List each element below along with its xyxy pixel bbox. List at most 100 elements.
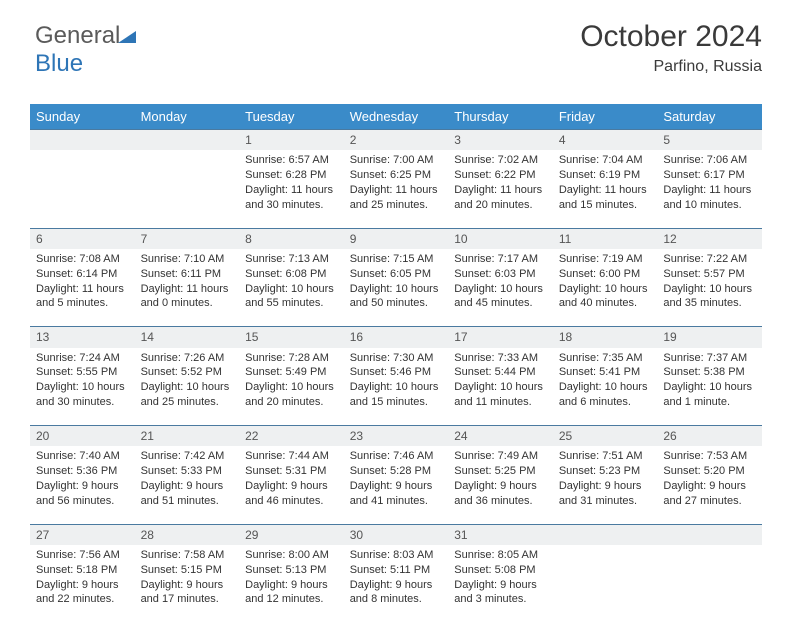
day-content-cell: Sunrise: 7:19 AMSunset: 6:00 PMDaylight:…	[553, 249, 658, 327]
day-content-cell: Sunrise: 7:40 AMSunset: 5:36 PMDaylight:…	[30, 446, 135, 524]
day-content-cell: Sunrise: 7:35 AMSunset: 5:41 PMDaylight:…	[553, 348, 658, 426]
day-info-line: and 1 minute.	[663, 395, 756, 410]
day-content-cell: Sunrise: 7:15 AMSunset: 6:05 PMDaylight:…	[344, 249, 449, 327]
day-info-line: Sunset: 6:28 PM	[245, 168, 338, 183]
day-info-line: and 50 minutes.	[350, 296, 443, 311]
day-info-line: Sunrise: 7:56 AM	[36, 548, 129, 563]
day-info-line: Sunset: 6:14 PM	[36, 267, 129, 282]
day-info-line: Daylight: 10 hours	[350, 282, 443, 297]
day-info-line: Sunrise: 7:06 AM	[663, 153, 756, 168]
day-number-cell: 4	[553, 130, 658, 151]
day-content-cell: Sunrise: 7:17 AMSunset: 6:03 PMDaylight:…	[448, 249, 553, 327]
day-number-cell: 31	[448, 524, 553, 545]
day-info-line: Daylight: 11 hours	[350, 183, 443, 198]
day-info-line: Daylight: 9 hours	[559, 479, 652, 494]
day-content-cell: Sunrise: 7:51 AMSunset: 5:23 PMDaylight:…	[553, 446, 658, 524]
day-info-line: Sunrise: 7:22 AM	[663, 252, 756, 267]
brand-part2: Blue	[35, 50, 83, 77]
day-info-line: and 31 minutes.	[559, 494, 652, 509]
day-info-line: Sunrise: 7:08 AM	[36, 252, 129, 267]
day-content-cell: Sunrise: 7:13 AMSunset: 6:08 PMDaylight:…	[239, 249, 344, 327]
day-info-line: Sunset: 5:57 PM	[663, 267, 756, 282]
day-number-cell: 24	[448, 426, 553, 447]
day-header: Friday	[553, 104, 658, 130]
day-info-line: Daylight: 10 hours	[245, 380, 338, 395]
day-content-cell: Sunrise: 7:10 AMSunset: 6:11 PMDaylight:…	[135, 249, 240, 327]
day-header: Thursday	[448, 104, 553, 130]
day-info-line: Sunrise: 7:46 AM	[350, 449, 443, 464]
day-number-cell: 9	[344, 228, 449, 249]
day-info-line: and 25 minutes.	[350, 198, 443, 213]
day-number-cell: 27	[30, 524, 135, 545]
day-info-line: Sunrise: 7:44 AM	[245, 449, 338, 464]
day-number-cell: 25	[553, 426, 658, 447]
day-info-line: Daylight: 11 hours	[141, 282, 234, 297]
day-number-cell: 8	[239, 228, 344, 249]
day-content-cell: Sunrise: 7:00 AMSunset: 6:25 PMDaylight:…	[344, 150, 449, 228]
day-content-cell: Sunrise: 7:28 AMSunset: 5:49 PMDaylight:…	[239, 348, 344, 426]
day-number-cell: 5	[657, 130, 762, 151]
day-info-line: and 35 minutes.	[663, 296, 756, 311]
day-info-line: and 51 minutes.	[141, 494, 234, 509]
day-number-cell: 28	[135, 524, 240, 545]
day-info-line: and 30 minutes.	[36, 395, 129, 410]
day-info-line: Sunset: 6:22 PM	[454, 168, 547, 183]
day-number-cell: 29	[239, 524, 344, 545]
day-content-cell: Sunrise: 7:26 AMSunset: 5:52 PMDaylight:…	[135, 348, 240, 426]
day-number-cell: 14	[135, 327, 240, 348]
day-info-line: and 56 minutes.	[36, 494, 129, 509]
day-info-line: Daylight: 10 hours	[245, 282, 338, 297]
day-info-line: Daylight: 11 hours	[245, 183, 338, 198]
day-info-line: and 46 minutes.	[245, 494, 338, 509]
day-info-line: and 15 minutes.	[350, 395, 443, 410]
day-info-line: Sunrise: 6:57 AM	[245, 153, 338, 168]
day-info-line: Daylight: 11 hours	[36, 282, 129, 297]
day-info-line: Sunrise: 7:04 AM	[559, 153, 652, 168]
day-content-cell: Sunrise: 7:06 AMSunset: 6:17 PMDaylight:…	[657, 150, 762, 228]
day-info-line: Sunset: 6:03 PM	[454, 267, 547, 282]
day-info-line: Sunrise: 7:40 AM	[36, 449, 129, 464]
day-info-line: Sunrise: 7:24 AM	[36, 351, 129, 366]
day-info-line: Sunset: 5:28 PM	[350, 464, 443, 479]
day-info-line: and 11 minutes.	[454, 395, 547, 410]
day-info-line: Daylight: 9 hours	[663, 479, 756, 494]
day-number-cell: 11	[553, 228, 658, 249]
day-info-line: Sunset: 6:05 PM	[350, 267, 443, 282]
day-info-line: Sunrise: 8:05 AM	[454, 548, 547, 563]
day-number-cell	[135, 130, 240, 151]
day-number-cell: 16	[344, 327, 449, 348]
day-number-cell: 12	[657, 228, 762, 249]
day-info-line: Sunset: 5:44 PM	[454, 365, 547, 380]
day-info-line: Daylight: 9 hours	[36, 479, 129, 494]
day-info-line: Sunset: 5:13 PM	[245, 563, 338, 578]
day-content-cell: Sunrise: 7:53 AMSunset: 5:20 PMDaylight:…	[657, 446, 762, 524]
day-info-line: Daylight: 9 hours	[454, 578, 547, 593]
day-content-cell: Sunrise: 7:42 AMSunset: 5:33 PMDaylight:…	[135, 446, 240, 524]
day-info-line: and 40 minutes.	[559, 296, 652, 311]
day-content-cell: Sunrise: 8:00 AMSunset: 5:13 PMDaylight:…	[239, 545, 344, 623]
day-content-cell: Sunrise: 7:58 AMSunset: 5:15 PMDaylight:…	[135, 545, 240, 623]
day-number-cell: 20	[30, 426, 135, 447]
day-info-line: Daylight: 9 hours	[36, 578, 129, 593]
day-info-line: Sunset: 6:25 PM	[350, 168, 443, 183]
day-header: Saturday	[657, 104, 762, 130]
day-info-line: Sunrise: 7:53 AM	[663, 449, 756, 464]
day-info-line: Daylight: 9 hours	[350, 578, 443, 593]
day-info-line: and 30 minutes.	[245, 198, 338, 213]
logo-triangle-icon	[118, 29, 138, 45]
day-number-cell: 30	[344, 524, 449, 545]
day-info-line: Sunset: 5:33 PM	[141, 464, 234, 479]
day-info-line: Sunset: 5:52 PM	[141, 365, 234, 380]
day-content-cell: Sunrise: 7:33 AMSunset: 5:44 PMDaylight:…	[448, 348, 553, 426]
day-info-line: Sunrise: 7:15 AM	[350, 252, 443, 267]
day-content-cell	[30, 150, 135, 228]
day-info-line: and 45 minutes.	[454, 296, 547, 311]
day-info-line: Daylight: 11 hours	[454, 183, 547, 198]
day-content-cell: Sunrise: 7:22 AMSunset: 5:57 PMDaylight:…	[657, 249, 762, 327]
day-info-line: Daylight: 10 hours	[454, 282, 547, 297]
day-info-line: Daylight: 9 hours	[141, 479, 234, 494]
day-content-cell: Sunrise: 7:24 AMSunset: 5:55 PMDaylight:…	[30, 348, 135, 426]
day-info-line: and 20 minutes.	[245, 395, 338, 410]
day-info-line: Sunset: 6:08 PM	[245, 267, 338, 282]
day-info-line: and 20 minutes.	[454, 198, 547, 213]
